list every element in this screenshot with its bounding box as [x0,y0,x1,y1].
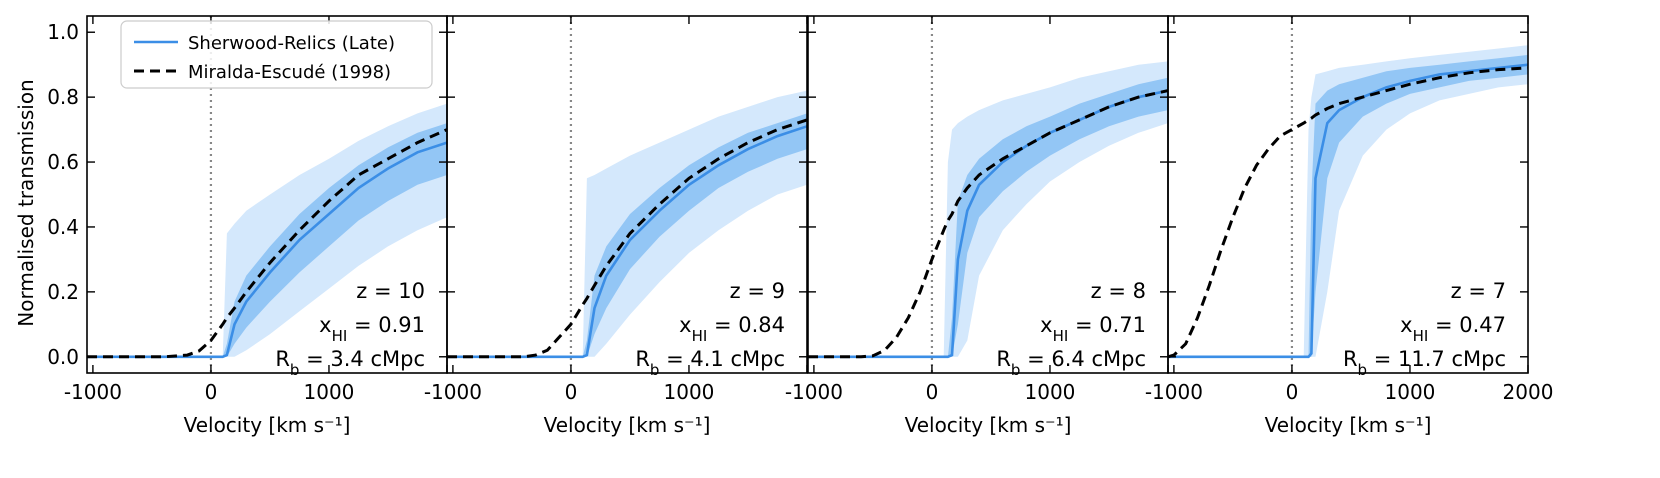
sherwood-median-line [447,125,807,359]
x-axis-label: Velocity [km s⁻¹] [184,413,351,437]
panel-1: 0.0 0.2 0.4 0.6 0.8 1.0 -1000 0 1000 Velocity [km… [47,15,448,437]
plot-area [87,16,447,373]
y-tick-label: 1.0 [47,20,79,44]
neutral-fraction-label: xHI = 0.91 [319,313,425,345]
neutral-fraction-label: xHI = 0.71 [1040,313,1146,345]
x-tick-label: 1000 [1385,380,1436,404]
y-tick-label: 0.2 [47,280,79,304]
sherwood-median-line [1168,63,1528,359]
x-tick-label: 0 [926,380,939,404]
miralda-escude-model-line [87,128,447,359]
x-tick-label: 1000 [304,380,355,404]
redshift-label: z = 7 [1451,279,1506,303]
sherwood-median-line [808,89,1168,359]
panel-3: -1000 0 1000 Velocity [km s⁻¹] z = 8 xHI = 0.… [785,15,1169,437]
panels-layer: 0.0 0.2 0.4 0.6 0.8 1.0 -1000 0 1000 Velocity [km… [47,15,1554,437]
legend-frame [120,20,433,89]
panel-2: -1000 0 1000 Velocity [km s⁻¹] z = 9 xHI = 0.… [424,15,808,437]
panel-frame [1167,15,1529,374]
x-tick-label: 0 [1286,380,1299,404]
x-tick-label: 2000 [1503,380,1554,404]
sherwood-median-line [87,141,447,359]
x-tick-label: 0 [565,380,578,404]
panel-frame [446,15,808,374]
inner-percentile-band [808,77,1168,357]
inner-percentile-band [87,123,447,357]
x-tick-label: -1000 [424,380,482,404]
bubble-radius-label: Rb = 6.4 cMpc [996,347,1146,379]
bubble-radius-label: Rb = 3.4 cMpc [275,347,425,379]
x-tick-label: 0 [205,380,218,404]
bubble-radius-label: Rb = 4.1 cMpc [635,347,785,379]
x-tick-label: -1000 [64,380,122,404]
y-tick-label: 0.0 [47,345,79,369]
inner-percentile-band [1168,54,1528,357]
x-tick-label: -1000 [1145,380,1203,404]
x-axis-label: Velocity [km s⁻¹] [544,413,711,437]
plot-area [1168,16,1528,373]
miralda-escude-model-line [1168,66,1528,359]
y-tick-label: 0.6 [47,150,79,174]
plot-area [447,16,807,373]
bubble-radius-label: Rb = 11.7 cMpc [1343,347,1506,379]
redshift-label: z = 10 [356,279,425,303]
neutral-fraction-label: xHI = 0.47 [1400,313,1506,345]
x-tick-label: 1000 [1025,380,1076,404]
x-axis-label: Velocity [km s⁻¹] [1265,413,1432,437]
y-axis-label: Normalised transmission [14,79,38,326]
plot-area [808,16,1168,373]
neutral-fraction-label: xHI = 0.84 [679,313,785,345]
miralda-escude-model-line [808,89,1168,359]
redshift-label: z = 9 [730,279,785,303]
y-tick-label: 0.8 [47,85,79,109]
legend-label-miralda: Miralda-Escudé (1998) [188,62,391,83]
miralda-escude-model-line [447,118,807,359]
x-axis-label: Velocity [km s⁻¹] [905,413,1072,437]
legend: Sherwood-Relics (Late) Miralda-Escudé (1… [120,20,433,89]
redshift-label: z = 8 [1091,279,1146,303]
x-tick-label: 1000 [664,380,715,404]
legend-label-sherwood: Sherwood-Relics (Late) [188,33,395,54]
y-tick-label: 0.4 [47,215,79,239]
x-tick-label: -1000 [785,380,843,404]
panel-4: -1000 0 1000 2000 Velocity [km s⁻¹] z = 7 xHI … [1145,15,1554,437]
